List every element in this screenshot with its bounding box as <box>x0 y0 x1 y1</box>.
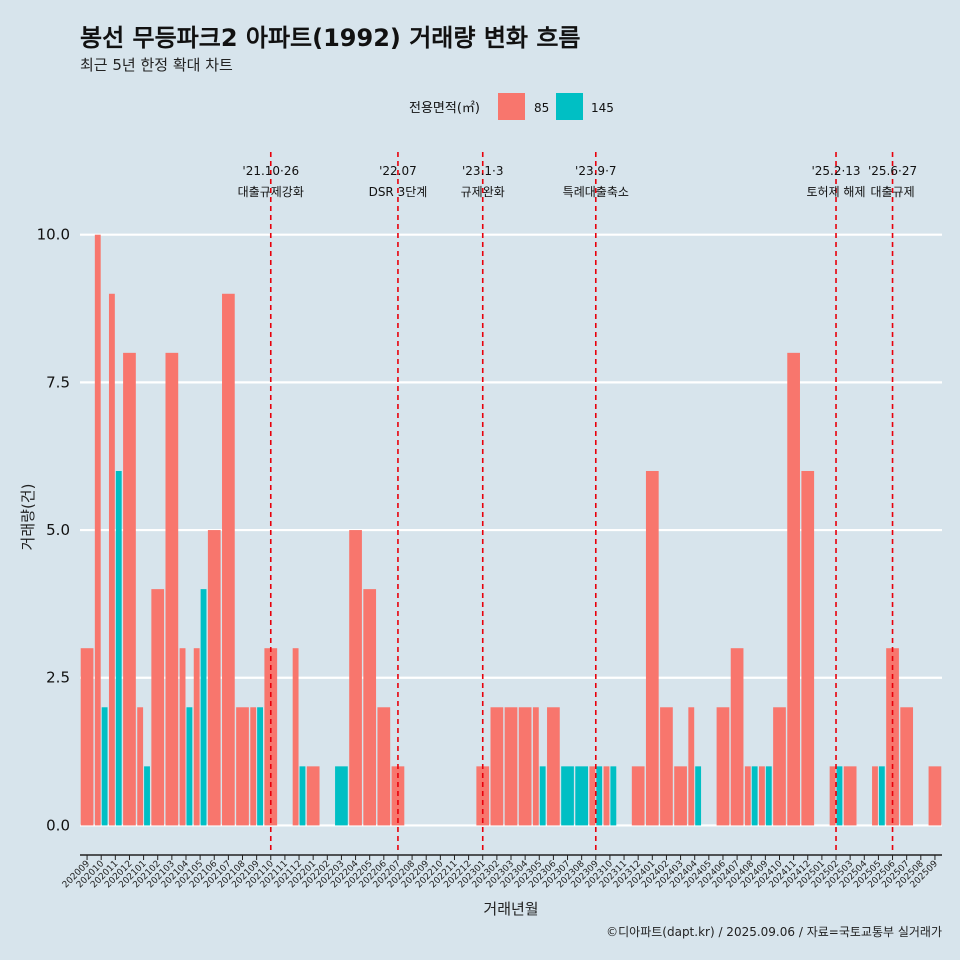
bar-145-202409 <box>765 766 772 826</box>
x-axis: 2020092020102020112020122021012021022021… <box>61 854 942 890</box>
y-tick-label: 7.5 <box>46 373 70 391</box>
bar-85-202010 <box>94 234 101 826</box>
y-tick-label: 5.0 <box>46 521 70 539</box>
bar-85-202106 <box>207 530 221 826</box>
bar-145-202308 <box>575 766 589 826</box>
bar-145-202307 <box>561 766 574 826</box>
caption: ©디아파트(dapt.kr) / 2025.09.06 / 자료=국토교통부 실… <box>606 925 942 939</box>
event-date-label: '25.2·13 <box>811 164 860 178</box>
bar-85-202009 <box>80 648 94 826</box>
bars <box>80 234 942 826</box>
event-date-label: '23.9·7 <box>575 164 616 178</box>
bar-85-202102 <box>151 589 165 826</box>
bar-85-202503 <box>843 766 857 826</box>
event-name-label: 토허제 해제 <box>807 185 866 199</box>
bar-85-202507 <box>900 707 914 826</box>
bar-85-202105 <box>193 648 200 826</box>
bar-145-202109 <box>257 707 263 826</box>
bar-85-202404 <box>688 707 695 826</box>
bar-145-202310 <box>610 766 617 826</box>
bar-85-202408 <box>744 766 751 826</box>
event-date-label: '21.10·26 <box>242 164 299 178</box>
bar-85-202201 <box>306 766 320 826</box>
legend-label-85: 85 <box>534 101 549 115</box>
bar-85-202103 <box>165 352 179 826</box>
bar-85-202310 <box>603 766 610 826</box>
bar-85-202403 <box>674 766 687 826</box>
bar-145-202010 <box>101 707 108 826</box>
bar-145-202309 <box>596 766 603 826</box>
bar-85-202506 <box>886 648 899 826</box>
bar-145-202505 <box>878 766 885 826</box>
bar-145-202203 <box>335 766 348 826</box>
bar-85-202109 <box>250 707 257 826</box>
bar-85-202302 <box>490 707 504 826</box>
bar-145-202011 <box>115 470 122 826</box>
bar-85-202306 <box>547 707 560 826</box>
chart-title: 봉선 무등파크2 아파트(1992) 거래량 변화 흐름 <box>80 24 581 52</box>
bar-145-202105 <box>200 589 207 826</box>
bar-85-202112 <box>292 648 299 826</box>
bar-85-202412 <box>801 470 815 826</box>
event-date-label: '22.07 <box>379 164 417 178</box>
y-tick-label: 0.0 <box>46 816 70 834</box>
bar-85-202205 <box>363 589 377 826</box>
bar-85-202312 <box>631 766 645 826</box>
bar-85-202401 <box>645 470 659 826</box>
bar-145-202305 <box>539 766 546 826</box>
event-date-label: '25.6·27 <box>868 164 917 178</box>
bar-85-202309 <box>589 766 596 826</box>
bar-85-202505 <box>872 766 878 826</box>
bar-85-202204 <box>349 530 362 826</box>
bar-85-202110 <box>264 648 278 826</box>
bar-145-202112 <box>299 766 306 826</box>
bar-85-202502 <box>829 766 836 826</box>
event-name-label: 특례대출축소 <box>563 185 629 199</box>
y-axis-ticks: 0.0 2.5 5.0 7.5 10.0 <box>37 226 70 835</box>
bar-145-202404 <box>695 766 702 826</box>
event-name-label: DSR 3단계 <box>369 185 428 199</box>
bar-85-202104 <box>179 648 186 826</box>
y-tick-label: 10.0 <box>37 226 70 244</box>
event-name-label: 대출규제강화 <box>238 185 304 199</box>
event-date-label: '23.1·3 <box>462 164 503 178</box>
bar-85-202406 <box>716 707 730 826</box>
x-axis-label: 거래년월 <box>483 900 538 918</box>
legend-swatch-85 <box>498 93 525 120</box>
bar-85-202108 <box>236 707 249 826</box>
bar-85-202101 <box>137 707 144 826</box>
legend-label-145: 145 <box>591 101 614 115</box>
bar-85-202107 <box>222 293 235 826</box>
bar-85-202410 <box>773 707 786 826</box>
bar-145-202101 <box>144 766 150 826</box>
bar-85-202206 <box>377 707 391 826</box>
bar-145-202104 <box>186 707 193 826</box>
event-name-label: 대출규제 <box>870 185 914 199</box>
bar-85-202011 <box>108 293 115 826</box>
chart-subtitle: 최근 5년 한정 확대 차트 <box>80 56 233 74</box>
legend-swatch-145 <box>556 93 583 120</box>
legend: 전용면적(㎡) 85 145 <box>409 93 614 120</box>
bar-85-202402 <box>660 707 673 826</box>
bar-85-202407 <box>730 648 744 826</box>
y-tick-label: 2.5 <box>46 669 70 687</box>
bar-85-202303 <box>504 707 518 826</box>
y-axis-label: 거래량(건) <box>19 484 37 551</box>
bar-85-202012 <box>123 352 136 826</box>
event-name-label: 규제완화 <box>461 185 505 199</box>
bar-85-202409 <box>759 766 765 826</box>
event-markers: '21.10·26 대출규제강화 '22.07 DSR 3단계 '23.1·3 규제완화 '… <box>238 152 917 852</box>
bar-145-202408 <box>751 766 758 826</box>
bar-85-202509 <box>928 766 942 826</box>
legend-title: 전용면적(㎡) <box>409 101 480 116</box>
bar-85-202304 <box>518 707 532 826</box>
bar-145-202502 <box>836 766 843 826</box>
bar-85-202411 <box>787 352 800 826</box>
bar-85-202305 <box>532 707 539 826</box>
